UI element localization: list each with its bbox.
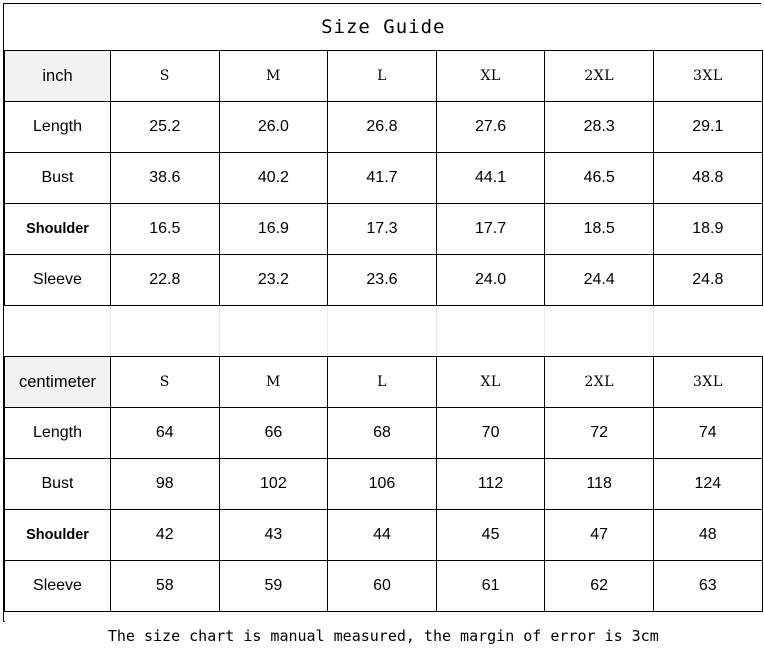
measurement-value: 43 [219,510,328,561]
separator-cell [5,306,111,357]
size-header-3xl: 3XL [653,357,762,408]
separator-cell [219,306,328,357]
separator-cell [545,306,654,357]
measurement-label-bust: Bust [5,153,111,204]
measurement-value: 16.5 [111,204,220,255]
measurement-value: 24.4 [545,255,654,306]
measurement-value: 26.8 [328,102,437,153]
measurement-value: 40.2 [219,153,328,204]
footer-row: The size chart is manual measured, the m… [5,612,763,659]
measurement-value: 24.0 [436,255,545,306]
measurement-value: 64 [111,408,220,459]
separator-cell [436,306,545,357]
measurement-value: 45 [436,510,545,561]
measurement-value: 59 [219,561,328,612]
measurement-value: 26.0 [219,102,328,153]
measurement-value: 18.9 [653,204,762,255]
size-header-2xl: 2XL [545,357,654,408]
measurement-value: 106 [328,459,437,510]
measurement-value: 58 [111,561,220,612]
measurement-value: 29.1 [653,102,762,153]
size-header-m: M [219,51,328,102]
size-header-3xl: 3XL [653,51,762,102]
measurement-value: 98 [111,459,220,510]
measurement-value: 48 [653,510,762,561]
measurement-value: 72 [545,408,654,459]
measurement-value: 42 [111,510,220,561]
separator-cell [328,306,437,357]
measurement-value: 44 [328,510,437,561]
measurement-value: 70 [436,408,545,459]
measurement-value: 102 [219,459,328,510]
measurement-value: 74 [653,408,762,459]
size-header-2xl: 2XL [545,51,654,102]
measurement-label-length: Length [5,102,111,153]
measurement-value: 63 [653,561,762,612]
measurement-value: 44.1 [436,153,545,204]
measurement-value: 46.5 [545,153,654,204]
measurement-value: 27.6 [436,102,545,153]
measurement-label-sleeve: Sleeve [5,561,111,612]
size-header-l: L [328,357,437,408]
unit-label-inch: inch [5,51,111,102]
measurement-value: 66 [219,408,328,459]
measurement-value: 23.2 [219,255,328,306]
measurement-label-bust: Bust [5,459,111,510]
size-header-xl: XL [436,357,545,408]
measurement-value: 41.7 [328,153,437,204]
size-header-s: S [111,51,220,102]
page-title: Size Guide [5,4,763,51]
separator-cell [111,306,220,357]
measurement-value: 28.3 [545,102,654,153]
measurement-value: 62 [545,561,654,612]
measurement-value: 60 [328,561,437,612]
measurement-value: 112 [436,459,545,510]
measurement-value: 22.8 [111,255,220,306]
unit-label-centimeter: centimeter [5,357,111,408]
size-header-xl: XL [436,51,545,102]
measurement-value: 24.8 [653,255,762,306]
measurement-value: 68 [328,408,437,459]
measurement-value: 18.5 [545,204,654,255]
measurement-value: 23.6 [328,255,437,306]
measurement-disclaimer: The size chart is manual measured, the m… [5,612,763,659]
measurement-value: 48.8 [653,153,762,204]
measurement-value: 17.7 [436,204,545,255]
measurement-value: 38.6 [111,153,220,204]
size-header-m: M [219,357,328,408]
separator-cell [653,306,762,357]
measurement-label-sleeve: Sleeve [5,255,111,306]
measurement-value: 61 [436,561,545,612]
measurement-value: 47 [545,510,654,561]
measurement-label-shoulder: Shoulder [5,510,111,561]
table-separator-row [5,306,763,357]
measurement-label-length: Length [5,408,111,459]
measurement-value: 124 [653,459,762,510]
measurement-value: 25.2 [111,102,220,153]
measurement-label-shoulder: Shoulder [5,204,111,255]
measurement-value: 17.3 [328,204,437,255]
size-header-s: S [111,357,220,408]
size-header-l: L [328,51,437,102]
measurement-value: 16.9 [219,204,328,255]
measurement-value: 118 [545,459,654,510]
